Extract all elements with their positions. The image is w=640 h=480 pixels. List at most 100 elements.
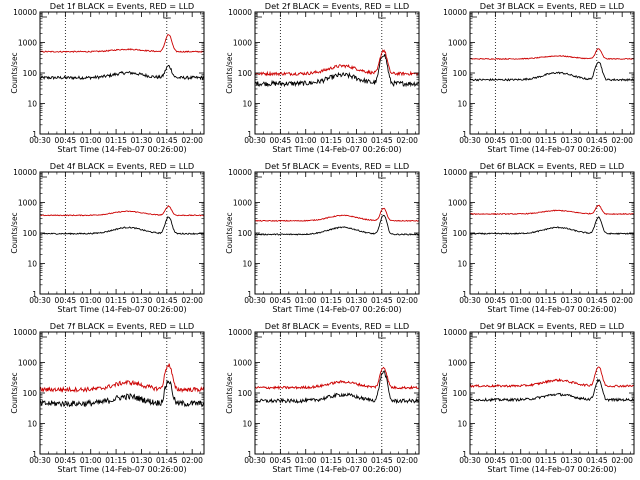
flag-marker bbox=[471, 332, 477, 338]
series-lld-line bbox=[469, 366, 635, 388]
x-axis-label: Start Time (14-Feb-07 00:26:00) bbox=[57, 145, 186, 154]
flag-marker bbox=[163, 172, 171, 179]
y-tick-label: 10 bbox=[242, 100, 252, 109]
y-tick-label: 10000 bbox=[228, 8, 252, 17]
y-tick-label: 10000 bbox=[228, 168, 252, 177]
y-tick-label: 100 bbox=[23, 389, 38, 398]
x-axis-label: Start Time (14-Feb-07 00:26:00) bbox=[487, 305, 616, 314]
flag-marker bbox=[378, 12, 386, 19]
y-tick-label: 1000 bbox=[233, 199, 252, 208]
x-axis-label: Start Time (14-Feb-07 00:26:00) bbox=[272, 305, 401, 314]
plot-frame bbox=[469, 331, 635, 455]
x-tick-label: 00:30 bbox=[459, 136, 481, 145]
x-tick-label: 00:30 bbox=[244, 296, 266, 305]
y-tick-label: 1 bbox=[462, 450, 467, 459]
flag-marker bbox=[378, 332, 386, 339]
y-tick-label: 10 bbox=[27, 420, 37, 429]
chart-title: Det 6f BLACK = Events, RED = LLD bbox=[480, 161, 624, 171]
y-tick-label: 100 bbox=[238, 229, 253, 238]
y-tick-label: 1000 bbox=[448, 39, 467, 48]
flag-marker bbox=[378, 172, 386, 179]
plot-frame bbox=[254, 171, 420, 295]
y-tick-label: 10000 bbox=[443, 8, 467, 17]
series-lld-line bbox=[469, 204, 635, 216]
x-tick-label: 01:45 bbox=[371, 136, 393, 145]
flag-marker bbox=[256, 332, 262, 338]
x-tick-label: 01:30 bbox=[346, 456, 368, 465]
y-axis-label: Counts/sec bbox=[440, 212, 449, 253]
x-tick-label: 01:30 bbox=[131, 456, 153, 465]
y-axis-label: Counts/sec bbox=[10, 372, 19, 413]
x-axis-label: Start Time (14-Feb-07 00:26:00) bbox=[272, 465, 401, 474]
chart-title: Det 2f BLACK = Events, RED = LLD bbox=[265, 1, 409, 11]
y-axis-label: Counts/sec bbox=[10, 212, 19, 253]
chart-panel-3: Det 3f BLACK = Events, RED = LLD 1 10 100 10… bbox=[440, 1, 635, 154]
x-tick-label: 00:45 bbox=[55, 136, 77, 145]
plot-frame bbox=[254, 331, 420, 455]
y-tick-label: 1 bbox=[462, 130, 467, 139]
series-events-line bbox=[39, 216, 205, 236]
y-tick-label: 100 bbox=[238, 69, 253, 78]
series-events-line bbox=[39, 64, 205, 81]
x-tick-label: 01:00 bbox=[295, 296, 317, 305]
flag-marker bbox=[593, 12, 601, 19]
x-tick-label: 01:30 bbox=[346, 296, 368, 305]
flag-marker bbox=[256, 12, 262, 18]
x-tick-label: 01:15 bbox=[105, 456, 127, 465]
x-tick-label: 00:30 bbox=[244, 456, 266, 465]
x-tick-label: 01:15 bbox=[535, 296, 557, 305]
flag-marker bbox=[471, 12, 477, 18]
flag-marker bbox=[41, 332, 47, 338]
y-tick-label: 10000 bbox=[443, 328, 467, 337]
x-tick-label: 00:30 bbox=[29, 296, 51, 305]
x-tick-label: 00:45 bbox=[270, 296, 292, 305]
y-tick-label: 1000 bbox=[233, 359, 252, 368]
chart-title: Det 8f BLACK = Events, RED = LLD bbox=[265, 321, 409, 331]
y-tick-label: 10 bbox=[27, 260, 37, 269]
chart-title: Det 4f BLACK = Events, RED = LLD bbox=[50, 161, 194, 171]
x-tick-label: 01:15 bbox=[320, 136, 342, 145]
x-tick-label: 01:30 bbox=[131, 296, 153, 305]
series-lld-line bbox=[39, 363, 205, 393]
x-tick-label: 02:00 bbox=[181, 296, 203, 305]
y-tick-label: 100 bbox=[453, 229, 468, 238]
flag-marker bbox=[593, 332, 601, 339]
x-tick-label: 01:30 bbox=[561, 296, 583, 305]
y-tick-label: 10000 bbox=[443, 168, 467, 177]
y-axis-label: Counts/sec bbox=[440, 52, 449, 93]
series-lld-line bbox=[254, 49, 420, 77]
x-tick-label: 00:45 bbox=[270, 456, 292, 465]
x-tick-label: 01:15 bbox=[535, 136, 557, 145]
x-tick-label: 02:00 bbox=[181, 456, 203, 465]
series-lld-line bbox=[469, 48, 635, 60]
y-tick-label: 1 bbox=[32, 130, 37, 139]
y-axis-label: Counts/sec bbox=[440, 372, 449, 413]
y-tick-label: 1000 bbox=[233, 39, 252, 48]
x-tick-label: 01:00 bbox=[295, 136, 317, 145]
x-tick-label: 02:00 bbox=[611, 296, 633, 305]
x-tick-label: 01:00 bbox=[510, 296, 532, 305]
x-tick-label: 00:30 bbox=[29, 456, 51, 465]
y-tick-label: 10 bbox=[242, 260, 252, 269]
chart-panel-9: Det 9f BLACK = Events, RED = LLD 1 10 100 10… bbox=[440, 321, 635, 474]
x-tick-label: 00:30 bbox=[244, 136, 266, 145]
x-tick-label: 01:45 bbox=[371, 456, 393, 465]
x-tick-label: 00:30 bbox=[29, 136, 51, 145]
series-events-line bbox=[254, 53, 420, 88]
y-tick-label: 100 bbox=[23, 69, 38, 78]
x-tick-label: 02:00 bbox=[611, 136, 633, 145]
y-tick-label: 1000 bbox=[448, 199, 467, 208]
x-tick-label: 00:45 bbox=[55, 296, 77, 305]
chart-title: Det 3f BLACK = Events, RED = LLD bbox=[480, 1, 624, 11]
x-tick-label: 02:00 bbox=[396, 456, 418, 465]
x-tick-label: 02:00 bbox=[396, 136, 418, 145]
x-tick-label: 01:00 bbox=[80, 456, 102, 465]
y-tick-label: 100 bbox=[453, 389, 468, 398]
x-tick-label: 01:30 bbox=[346, 136, 368, 145]
x-tick-label: 01:15 bbox=[535, 456, 557, 465]
x-tick-label: 01:00 bbox=[80, 296, 102, 305]
y-tick-label: 1000 bbox=[18, 199, 37, 208]
y-tick-label: 10000 bbox=[13, 168, 37, 177]
x-tick-label: 01:45 bbox=[156, 296, 178, 305]
